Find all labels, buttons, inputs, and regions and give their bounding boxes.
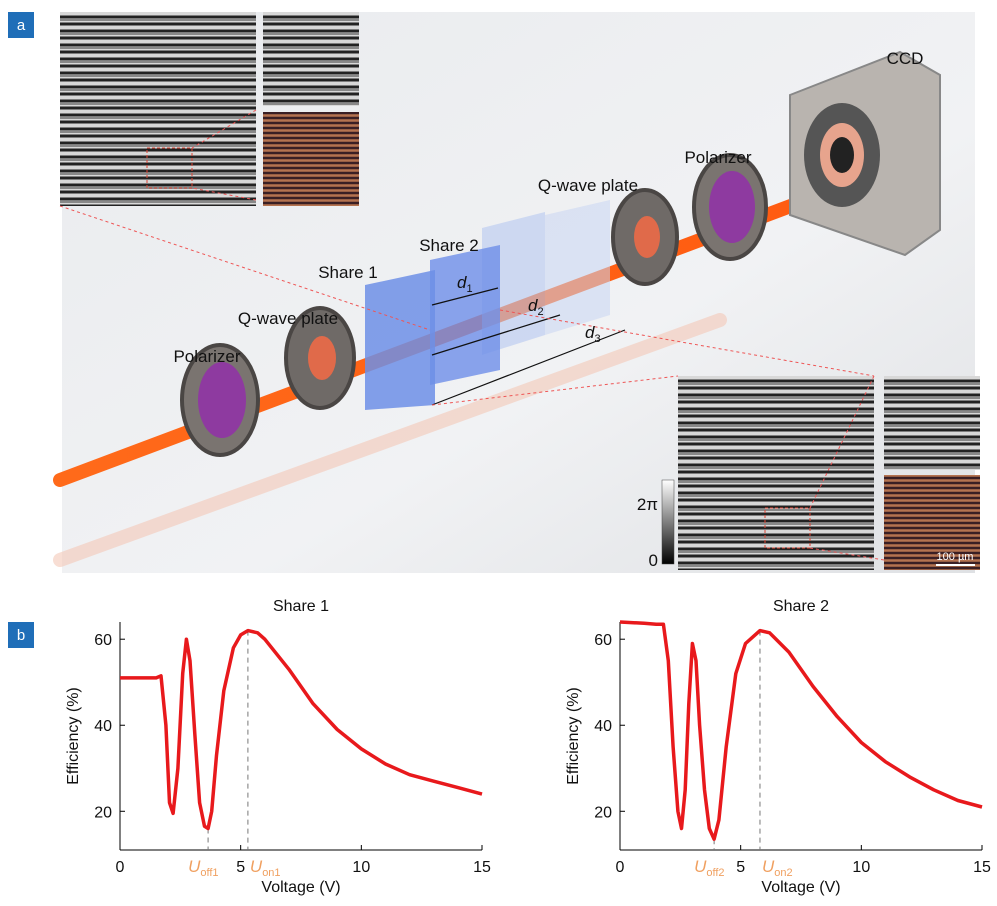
marker-subscript: off2 <box>706 867 724 879</box>
y-tick-label: 60 <box>594 632 612 649</box>
colorbar-label: 0 <box>649 551 658 570</box>
share1-label: Share 1 <box>318 263 378 282</box>
marker-label: Uon2 <box>762 857 793 879</box>
marker-subscript: off1 <box>200 867 218 879</box>
x-tick-label: 5 <box>736 859 745 876</box>
marker-label: Uoff1 <box>188 857 218 879</box>
x-tick-label: 0 <box>116 859 125 876</box>
chart-title: Share 2 <box>773 598 829 615</box>
scale-bar-label: 100 µm <box>937 551 974 563</box>
x-tick-label: 10 <box>852 859 870 876</box>
marker-symbol: U <box>694 857 707 876</box>
x-tick-label: 15 <box>973 859 991 876</box>
y-tick-label: 20 <box>94 804 112 821</box>
marker-subscript: on1 <box>262 867 280 879</box>
efficiency-line <box>120 631 482 829</box>
marker-symbol: U <box>188 857 201 876</box>
panel-label: b <box>17 627 25 644</box>
ccd-label: CCD <box>887 49 924 68</box>
share1-plate <box>365 270 435 410</box>
y-axis-label: Efficiency (%) <box>565 687 582 785</box>
y-tick-label: 20 <box>594 804 612 821</box>
x-tick-label: 0 <box>616 859 625 876</box>
marker-subscript: on2 <box>774 867 792 879</box>
figure: CCD Polarizer Q-wave plate Share 2 Share… <box>0 0 997 906</box>
polarizer-label: Polarizer <box>173 347 240 366</box>
x-tick-label: 15 <box>473 859 491 876</box>
panel-a: CCD Polarizer Q-wave plate Share 2 Share… <box>60 12 980 573</box>
y-tick-label: 40 <box>94 718 112 735</box>
plate-ghost <box>545 200 610 335</box>
share2-label: Share 2 <box>419 236 479 255</box>
chart-title: Share 1 <box>273 598 329 615</box>
polarizer-label: Polarizer <box>684 148 751 167</box>
share2-plate <box>430 245 500 385</box>
colorbar-label: 2π <box>637 495 658 514</box>
marker-symbol: U <box>762 857 775 876</box>
x-tick-label: 10 <box>352 859 370 876</box>
marker-label: Uon1 <box>250 857 281 879</box>
x-tick-label: 5 <box>236 859 245 876</box>
marker-label: Uoff2 <box>694 857 724 879</box>
marker-symbol: U <box>250 857 263 876</box>
y-axis-label: Efficiency (%) <box>65 687 82 785</box>
efficiency-line <box>620 622 982 839</box>
y-tick-label: 40 <box>594 718 612 735</box>
qwave-label: Q-wave plate <box>538 176 638 195</box>
panel-label: a <box>17 17 26 34</box>
x-axis-label: Voltage (V) <box>261 879 340 896</box>
qwave-label: Q-wave plate <box>238 309 338 328</box>
y-tick-label: 60 <box>94 632 112 649</box>
x-axis-label: Voltage (V) <box>761 879 840 896</box>
